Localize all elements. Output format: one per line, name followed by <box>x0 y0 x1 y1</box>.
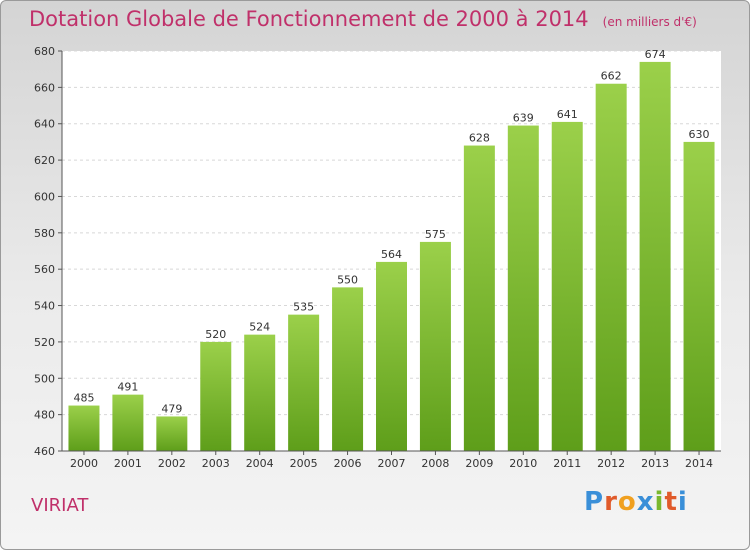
bar <box>595 83 627 452</box>
bar <box>288 314 320 451</box>
proxiti-logo: Proxiti <box>584 487 688 517</box>
data-label: 575 <box>425 228 446 241</box>
data-label: 550 <box>337 273 358 286</box>
title-row: Dotation Globale de Fonctionnement de 20… <box>29 7 697 31</box>
bar <box>376 261 407 451</box>
bar <box>419 241 451 451</box>
bar <box>639 61 671 452</box>
data-label: 662 <box>601 70 622 83</box>
x-tick-label: 2002 <box>158 457 186 470</box>
x-tick-label: 2013 <box>641 457 669 470</box>
data-label: 630 <box>689 128 710 141</box>
data-label: 520 <box>205 328 226 341</box>
bar <box>551 121 583 451</box>
x-tick-label: 2001 <box>114 457 142 470</box>
data-label: 639 <box>513 112 534 125</box>
x-tick-label: 2005 <box>290 457 318 470</box>
x-tick-label: 2000 <box>70 457 98 470</box>
x-tick-label: 2003 <box>202 457 230 470</box>
x-tick-label: 2004 <box>246 457 274 470</box>
x-tick-label: 2006 <box>334 457 362 470</box>
x-tick-label: 2011 <box>553 457 581 470</box>
y-tick-label: 620 <box>34 154 55 167</box>
bar <box>332 287 364 451</box>
x-tick-label: 2009 <box>465 457 493 470</box>
data-label: 628 <box>469 132 490 145</box>
x-tick-label: 2014 <box>685 457 713 470</box>
y-tick-label: 480 <box>34 409 55 422</box>
y-tick-label: 500 <box>34 372 55 385</box>
y-tick-label: 600 <box>34 190 55 203</box>
bar <box>507 125 539 451</box>
y-tick-label: 520 <box>34 336 55 349</box>
logo-letter: t <box>664 487 678 517</box>
logo-letter: i <box>677 487 688 517</box>
data-label: 479 <box>161 402 182 415</box>
chart-unit: (en milliers d'€) <box>602 15 697 29</box>
bar <box>200 341 232 451</box>
logo-letter: o <box>617 487 637 517</box>
bar <box>156 416 188 451</box>
y-tick-label: 580 <box>34 227 55 240</box>
logo-letter: r <box>604 487 618 517</box>
logo-letter: i <box>654 487 665 517</box>
logo-letter: P <box>584 487 605 517</box>
commune-name: VIRIAT <box>31 495 89 516</box>
bar <box>112 394 144 451</box>
data-label: 535 <box>293 301 314 314</box>
bar <box>68 405 100 451</box>
y-tick-label: 540 <box>34 300 55 313</box>
data-label: 491 <box>117 381 138 394</box>
chart-title: Dotation Globale de Fonctionnement de 20… <box>29 7 589 31</box>
data-label: 524 <box>249 321 270 334</box>
y-tick-label: 560 <box>34 263 55 276</box>
y-tick-label: 680 <box>34 45 55 58</box>
x-tick-label: 2010 <box>509 457 537 470</box>
y-tick-label: 660 <box>34 81 55 94</box>
x-tick-label: 2008 <box>421 457 449 470</box>
x-tick-label: 2012 <box>597 457 625 470</box>
bar <box>683 141 715 451</box>
data-label: 674 <box>645 48 666 61</box>
logo-letter: x <box>636 487 655 517</box>
y-tick-label: 460 <box>34 445 55 458</box>
data-label: 641 <box>557 108 578 121</box>
data-label: 564 <box>381 248 402 261</box>
x-tick-label: 2007 <box>378 457 406 470</box>
bar <box>463 145 495 451</box>
data-label: 485 <box>73 392 94 405</box>
bar <box>244 334 276 451</box>
y-tick-label: 640 <box>34 118 55 131</box>
